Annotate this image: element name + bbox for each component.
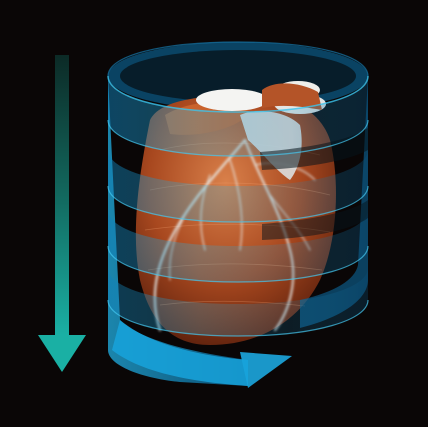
helical-scan-band <box>107 41 369 388</box>
down-arrow-icon <box>38 55 86 372</box>
